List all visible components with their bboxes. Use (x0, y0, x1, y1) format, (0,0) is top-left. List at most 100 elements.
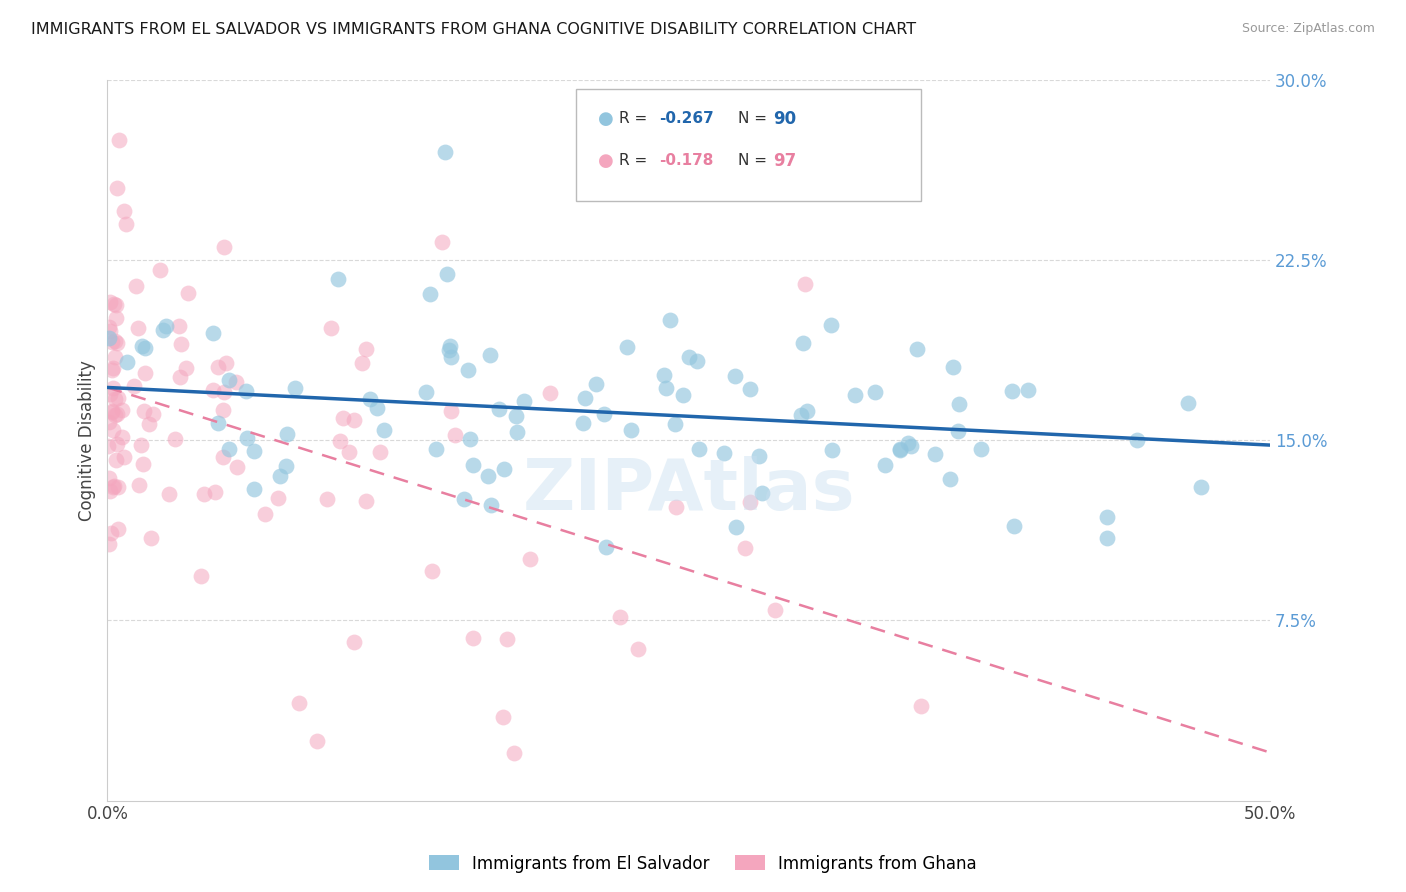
Point (128, 477, 150, 491)
Text: N =: N = (738, 112, 772, 126)
Point (897, 436, 920, 450)
Point (354, 493, 377, 508)
Point (152, 322, 174, 336)
Point (235, 431, 257, 445)
Point (326, 271, 349, 285)
Point (910, 699, 932, 714)
Y-axis label: Cognitive Disability: Cognitive Disability (79, 359, 96, 521)
Point (356, 342, 378, 356)
Text: R =: R = (619, 112, 652, 126)
Point (101, 335, 124, 350)
Point (226, 459, 249, 474)
Point (655, 381, 678, 395)
Point (127, 321, 149, 335)
Point (104, 408, 127, 422)
Point (494, 461, 516, 475)
Text: R =: R = (619, 153, 652, 168)
Point (104, 334, 127, 348)
Point (665, 500, 688, 515)
Point (100, 404, 122, 418)
Point (343, 635, 366, 649)
Point (98, 319, 121, 334)
Point (235, 384, 257, 399)
Point (738, 382, 761, 396)
Point (316, 491, 339, 506)
Point (243, 443, 266, 458)
Point (672, 388, 695, 402)
Point (125, 279, 148, 293)
Point (163, 432, 186, 446)
Point (169, 370, 191, 384)
Point (204, 485, 226, 500)
Point (284, 380, 307, 394)
Text: 90: 90 (773, 110, 796, 128)
Point (98, 415, 121, 429)
Point (103, 479, 125, 493)
Point (946, 424, 969, 438)
Point (437, 343, 460, 357)
Point (506, 425, 529, 439)
Point (212, 240, 235, 254)
Text: ●: ● (598, 152, 613, 169)
Point (190, 569, 212, 583)
Point (1002, 519, 1025, 533)
Point (734, 541, 756, 556)
Point (479, 499, 502, 513)
Point (1001, 384, 1024, 399)
Point (276, 426, 298, 441)
Point (98, 483, 121, 498)
Point (751, 486, 773, 500)
Point (105, 335, 128, 350)
Point (678, 350, 700, 364)
Point (627, 642, 650, 657)
Point (202, 384, 225, 398)
Point (905, 342, 928, 356)
Point (253, 508, 276, 522)
Point (157, 487, 180, 501)
Point (212, 384, 235, 399)
Point (149, 263, 172, 277)
Point (620, 423, 643, 437)
Point (167, 318, 190, 333)
Point (420, 564, 443, 578)
Point (276, 458, 298, 473)
Point (134, 366, 156, 380)
Point (425, 442, 447, 456)
Point (366, 401, 388, 415)
Point (104, 392, 127, 406)
Point (103, 297, 125, 311)
Point (101, 423, 124, 437)
Point (495, 632, 517, 646)
Point (1177, 396, 1199, 410)
Point (105, 407, 128, 421)
Text: ZIPAtlas: ZIPAtlas (523, 456, 855, 525)
Point (138, 417, 160, 431)
Point (477, 469, 499, 483)
Point (212, 403, 235, 417)
Point (337, 444, 360, 458)
Point (948, 397, 970, 411)
Point (101, 363, 124, 377)
Point (108, 133, 131, 147)
Point (461, 632, 484, 646)
Point (129, 438, 152, 452)
Point (794, 277, 817, 292)
Text: N =: N = (738, 153, 772, 168)
Point (873, 458, 896, 473)
Point (738, 494, 761, 508)
Text: IMMIGRANTS FROM EL SALVADOR VS IMMIGRANTS FROM GHANA COGNITIVE DISABILITY CORREL: IMMIGRANTS FROM EL SALVADOR VS IMMIGRANT… (31, 22, 917, 37)
Point (218, 442, 240, 456)
Point (104, 350, 127, 364)
Point (97, 439, 120, 453)
Point (479, 348, 502, 362)
Point (790, 409, 813, 423)
Point (664, 417, 686, 431)
Point (101, 361, 124, 376)
Point (174, 361, 197, 376)
Point (112, 450, 135, 464)
Point (453, 492, 475, 507)
Text: -0.178: -0.178 (659, 153, 714, 168)
Point (595, 541, 617, 555)
Point (439, 350, 461, 364)
Point (101, 480, 124, 494)
